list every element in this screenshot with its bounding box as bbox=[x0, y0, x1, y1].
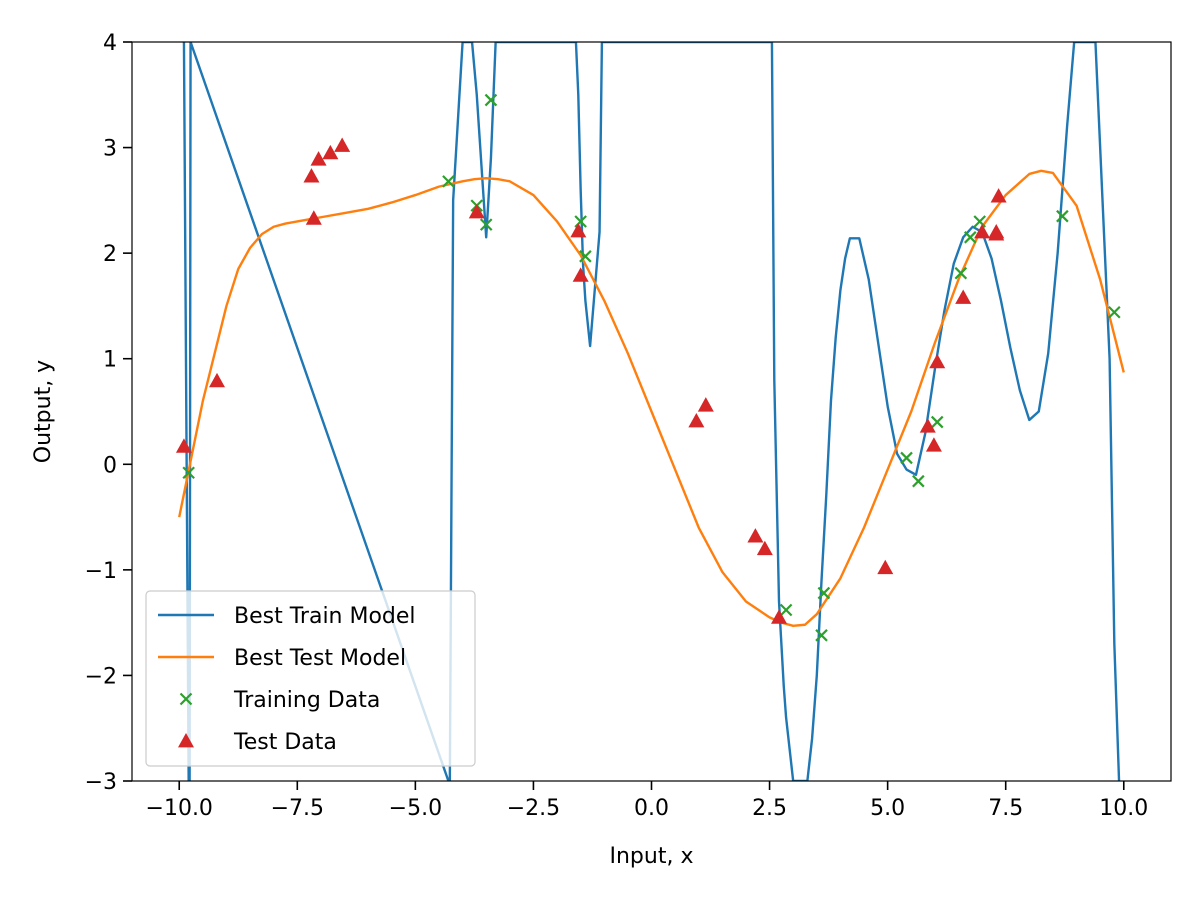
x-tick-label: 5.0 bbox=[870, 796, 905, 821]
y-tick-label: 0 bbox=[103, 453, 117, 478]
legend-label: Best Train Model bbox=[234, 604, 416, 629]
training-data-point bbox=[779, 603, 793, 617]
training-data-point bbox=[1108, 305, 1121, 319]
test-data-point bbox=[771, 609, 788, 624]
best-train-model-line bbox=[182, 42, 1121, 781]
test-data-point bbox=[990, 188, 1007, 203]
training-data-point bbox=[900, 451, 913, 465]
x-tick-label: −7.5 bbox=[271, 796, 324, 821]
y-tick-label: −3 bbox=[85, 770, 117, 795]
test-data-point bbox=[697, 397, 714, 412]
x-tick-label: 7.5 bbox=[988, 796, 1023, 821]
x-tick-label: −10.0 bbox=[146, 796, 213, 821]
legend-item-best-train-model: Best Train Model bbox=[158, 604, 416, 629]
training-data-point bbox=[930, 415, 944, 429]
test-data-point bbox=[919, 418, 936, 433]
test-data-point bbox=[747, 528, 764, 543]
test-data-point bbox=[925, 437, 942, 452]
training-data-point bbox=[484, 93, 498, 107]
x-tick-label: −5.0 bbox=[389, 796, 442, 821]
best-test-model-line bbox=[178, 169, 1125, 628]
training-data-point bbox=[954, 266, 968, 280]
legend-swatch bbox=[178, 733, 194, 748]
test-data-point bbox=[756, 540, 773, 556]
y-tick-label: 1 bbox=[103, 348, 117, 373]
x-axis-ticks: −10.0 −7.5 −5.0 −2.5 0.0 2.5 5.0 7.5 10.0 bbox=[146, 781, 1148, 821]
x-tick-label: −2.5 bbox=[507, 796, 560, 821]
test-data-point bbox=[310, 151, 327, 166]
test-data-point bbox=[334, 137, 351, 152]
test-data-point bbox=[955, 289, 972, 304]
training-data-point bbox=[817, 586, 831, 600]
training-data-point bbox=[442, 175, 455, 188]
test-data-point bbox=[175, 438, 192, 453]
x-tick-label: 0.0 bbox=[634, 796, 669, 821]
test-data-point bbox=[468, 203, 485, 219]
test-data-point bbox=[303, 168, 320, 183]
training-data-point bbox=[182, 466, 195, 480]
legend-item-test-data: Test Data bbox=[178, 730, 337, 755]
legend-label: Training Data bbox=[233, 688, 380, 713]
training-data-point bbox=[973, 215, 987, 228]
training-data-point bbox=[479, 218, 493, 231]
test-data-point bbox=[877, 559, 894, 575]
test-data-point bbox=[209, 372, 226, 388]
legend-label: Test Data bbox=[233, 730, 337, 755]
test-data-point bbox=[305, 210, 322, 225]
test-data-points bbox=[175, 137, 1007, 624]
training-data-points bbox=[182, 93, 1121, 642]
y-tick-label: 3 bbox=[103, 137, 117, 162]
legend: Best Train Model Best Test Model Training … bbox=[145, 590, 476, 767]
training-data-point bbox=[579, 250, 592, 263]
test-data-point bbox=[322, 144, 339, 160]
series-layer bbox=[175, 42, 1125, 781]
legend-swatch bbox=[179, 692, 193, 706]
y-tick-label: −2 bbox=[85, 664, 117, 689]
training-data-point bbox=[574, 215, 587, 228]
legend-item-training-data: Training Data bbox=[179, 688, 380, 713]
x-axis-label: Input, x bbox=[610, 844, 694, 869]
legend-label: Best Test Model bbox=[234, 646, 406, 671]
training-data-point bbox=[815, 629, 828, 642]
test-data-point bbox=[974, 224, 991, 239]
test-data-point bbox=[988, 224, 1005, 239]
x-tick-label: 10.0 bbox=[1099, 796, 1148, 821]
legend-box bbox=[145, 590, 476, 767]
test-data-point bbox=[929, 353, 946, 369]
legend-item-best-test-model: Best Test Model bbox=[158, 646, 406, 671]
test-data-point bbox=[688, 413, 705, 428]
y-tick-label: −1 bbox=[85, 559, 117, 584]
training-data-point bbox=[1056, 209, 1069, 223]
y-tick-label: 2 bbox=[103, 242, 117, 267]
training-data-point bbox=[964, 231, 977, 244]
y-axis-label: Output, y bbox=[31, 360, 56, 463]
y-tick-label: 4 bbox=[103, 31, 117, 56]
test-data-point bbox=[570, 222, 587, 238]
training-data-point bbox=[912, 474, 925, 488]
test-data-point bbox=[572, 267, 589, 282]
x-tick-label: 2.5 bbox=[752, 796, 787, 821]
y-axis-ticks: −3 −2 −1 0 1 2 3 4 bbox=[85, 31, 132, 795]
legend-items: Best Train Model Best Test Model Training … bbox=[158, 604, 416, 755]
